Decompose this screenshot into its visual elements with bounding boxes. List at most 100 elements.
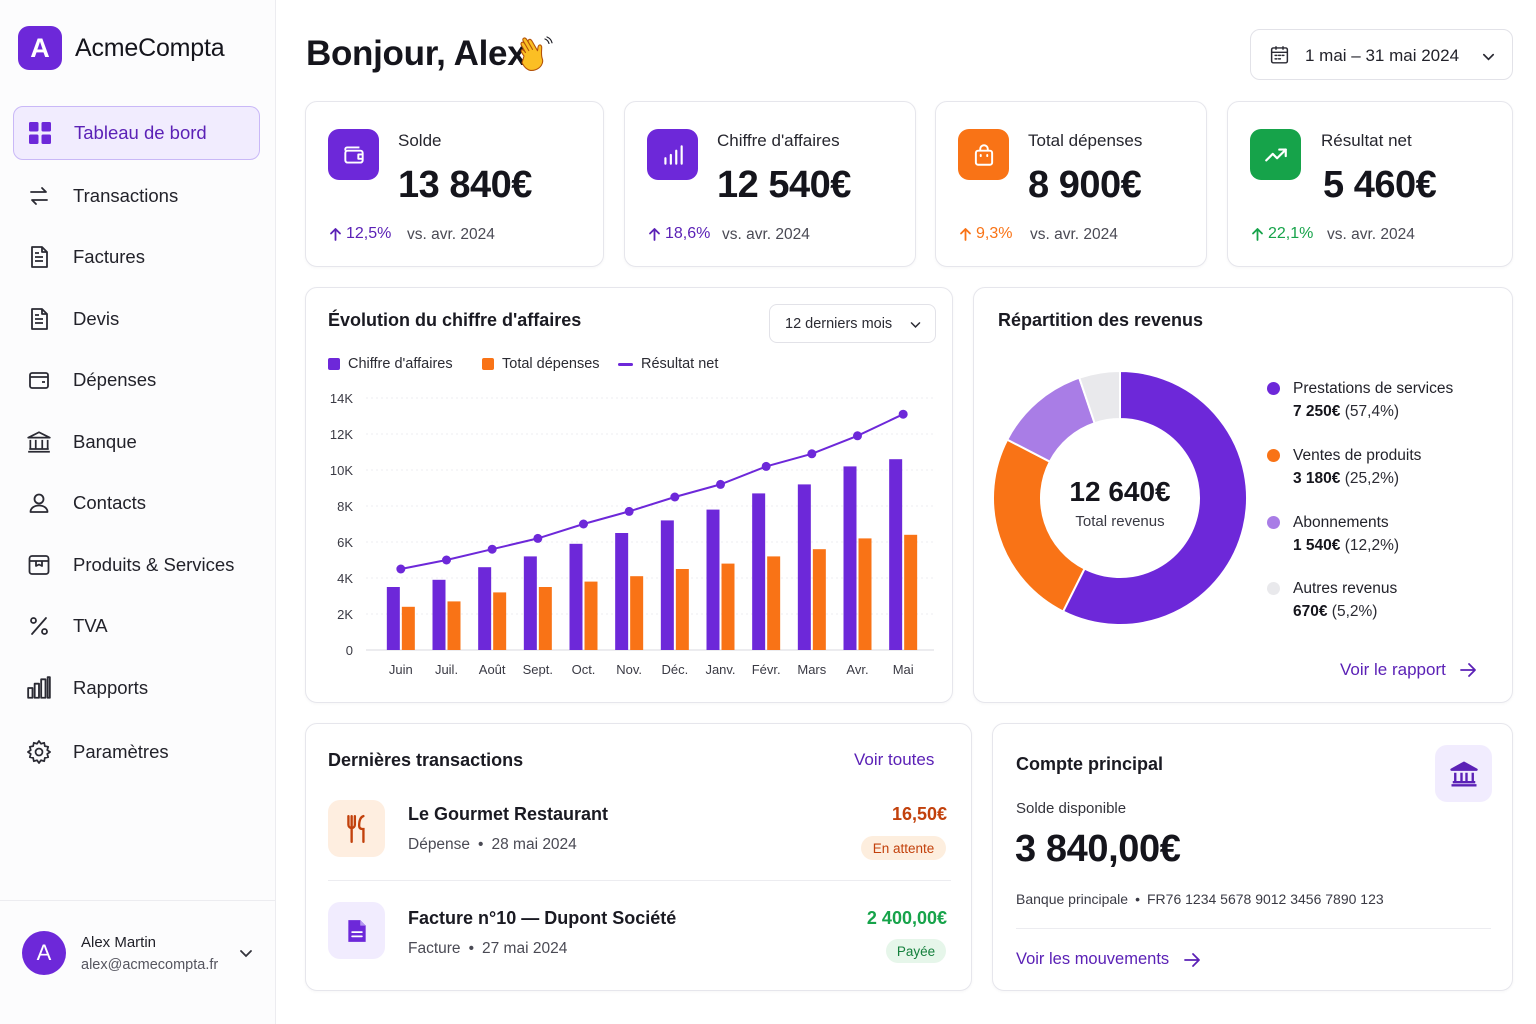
sidebar-item-products[interactable]: Produits & Services	[13, 538, 260, 592]
calendar-icon	[1269, 44, 1290, 70]
kpi-delta-value: 18,6%	[665, 225, 711, 242]
split-item-pct: (5,2%)	[1331, 603, 1378, 620]
split-item-value: 3 180€ (25,2%)	[1293, 470, 1399, 488]
x-tick-label: Oct.	[572, 662, 596, 677]
legend-net: Résultat net	[618, 356, 718, 372]
split-item-name: Abonnements	[1293, 514, 1389, 531]
bar-expenses	[493, 592, 507, 650]
chevron-down-icon	[909, 318, 922, 336]
sidebar-item-label: Paramètres	[73, 741, 169, 762]
date-range-picker[interactable]: 1 mai – 31 mai 2024	[1250, 29, 1513, 80]
arrow-up-icon	[1252, 228, 1263, 241]
x-tick-label: Juil.	[435, 662, 458, 677]
transaction-row[interactable]: Le Gourmet Restaurant Dépense • 28 mai 202…	[306, 794, 973, 879]
net-result-point	[579, 519, 588, 529]
net-result-point	[853, 431, 862, 441]
kpi-label: Chiffre d'affaires	[717, 131, 840, 150]
x-tick-label: Mars	[797, 662, 826, 677]
document-icon	[26, 306, 52, 332]
bar-expenses	[904, 534, 918, 650]
revenue-split-card: Répartition des revenus 12 640€ Total re…	[973, 287, 1513, 703]
kpi-compare: vs. avr. 2024	[722, 226, 810, 243]
view-report-link[interactable]: Voir le rapport	[1340, 660, 1477, 680]
sidebar-item-quotes[interactable]: Devis	[13, 292, 260, 346]
view-movements-label: Voir les mouvements	[1016, 950, 1170, 968]
transaction-date: 27 mai 2024	[482, 940, 568, 957]
period-select[interactable]: 12 derniers mois	[769, 304, 936, 343]
bar-revenue	[660, 520, 674, 650]
status-badge: En attente	[861, 836, 946, 860]
kpi-delta: 22,1%	[1251, 225, 1313, 243]
y-tick-label: 12K	[330, 427, 353, 442]
transactions-card: Dernières transactions Voir toutes Le Go…	[305, 723, 972, 991]
sidebar-item-label: Factures	[73, 246, 145, 267]
x-tick-label: Sept.	[523, 662, 553, 677]
sidebar-item-invoices[interactable]: Factures	[13, 230, 260, 284]
donut-slice	[1077, 369, 1121, 425]
account-balance: 3 840,00€	[1015, 828, 1181, 870]
box-icon	[26, 552, 52, 578]
sidebar-item-vat[interactable]: TVA	[13, 599, 260, 653]
sidebar-item-contacts[interactable]: Contacts	[13, 476, 260, 530]
arrow-right-icon	[1184, 952, 1201, 967]
app-name: AcmeCompta	[75, 33, 225, 62]
x-tick-label: Août	[479, 662, 506, 677]
sidebar: A AcmeCompta Tableau de bord Transaction…	[0, 0, 276, 1024]
split-item-amount: 7 250€	[1293, 403, 1341, 420]
user-icon	[26, 490, 52, 516]
legend-dot	[1267, 449, 1280, 462]
app-logo[interactable]: A AcmeCompta	[18, 26, 225, 70]
arrow-up-icon	[330, 228, 341, 241]
bar-revenue	[752, 493, 766, 650]
net-result-point	[533, 533, 543, 543]
x-tick-label: Juin	[389, 662, 413, 677]
sidebar-item-label: TVA	[73, 615, 108, 636]
legend-swatch	[618, 362, 633, 366]
view-all-link[interactable]: Voir toutes	[854, 750, 935, 769]
chevron-down-icon	[1481, 49, 1496, 69]
legend-swatch	[328, 358, 340, 370]
sidebar-item-expenses[interactable]: Dépenses	[13, 353, 260, 407]
user-menu[interactable]: A Alex Martin alex@acmecompta.fr	[0, 900, 276, 1024]
transaction-row[interactable]: Facture n°10 — Dupont Société Facture • 27…	[306, 896, 973, 981]
x-tick-label: Avr.	[846, 662, 868, 677]
status-badge: Payée	[886, 939, 946, 963]
bar-revenue	[478, 567, 492, 650]
kpi-card-balance[interactable]: Solde 13 840€ 12,5% vs. avr. 2024	[305, 101, 604, 267]
kpi-card-revenue[interactable]: Chiffre d'affaires 12 540€ 18,6% vs. avr…	[624, 101, 916, 267]
x-tick-label: Févr.	[752, 662, 781, 677]
chevron-down-icon[interactable]	[238, 945, 254, 966]
net-result-point	[396, 564, 406, 574]
wallet-icon	[328, 129, 379, 180]
transaction-type: Facture	[408, 940, 461, 957]
kpi-delta-value: 9,3%	[976, 225, 1013, 242]
y-tick-label: 10K	[330, 463, 353, 478]
kpi-value: 8 900€	[1028, 164, 1142, 206]
kpi-card-net-result[interactable]: Résultat net 5 460€ 22,1% vs. avr. 2024	[1227, 101, 1513, 267]
sidebar-item-settings[interactable]: Paramètres	[13, 725, 260, 779]
donut-total-label: Total revenus	[1075, 513, 1165, 530]
sidebar-item-transactions[interactable]: Transactions	[13, 169, 260, 223]
bank-icon	[26, 429, 52, 455]
sidebar-item-reports[interactable]: Rapports	[13, 661, 260, 715]
legend-dot	[1267, 382, 1280, 395]
bar-chart-icon	[647, 129, 698, 180]
sidebar-item-bank[interactable]: Banque	[13, 415, 260, 469]
transaction-title: Le Gourmet Restaurant	[408, 804, 609, 824]
net-result-point	[807, 449, 817, 459]
balance-label: Solde disponible	[1016, 800, 1127, 817]
kpi-card-expenses[interactable]: Total dépenses 8 900€ 9,3% vs. avr. 2024	[935, 101, 1207, 267]
kpi-compare: vs. avr. 2024	[407, 226, 495, 243]
shopping-bag-icon	[958, 129, 1009, 180]
kpi-value: 12 540€	[717, 164, 851, 206]
legend-revenue: Chiffre d'affaires	[328, 356, 453, 372]
view-movements-link[interactable]: Voir les mouvements	[1016, 950, 1201, 969]
divider	[328, 880, 951, 881]
kpi-label: Total dépenses	[1028, 131, 1143, 150]
kpi-value: 13 840€	[398, 164, 532, 206]
bar-expenses	[675, 569, 689, 650]
split-item-name: Autres revenus	[1293, 580, 1398, 597]
sidebar-item-dashboard[interactable]: Tableau de bord	[13, 106, 260, 160]
bar-expenses	[812, 549, 826, 650]
arrow-up-icon	[960, 228, 971, 241]
